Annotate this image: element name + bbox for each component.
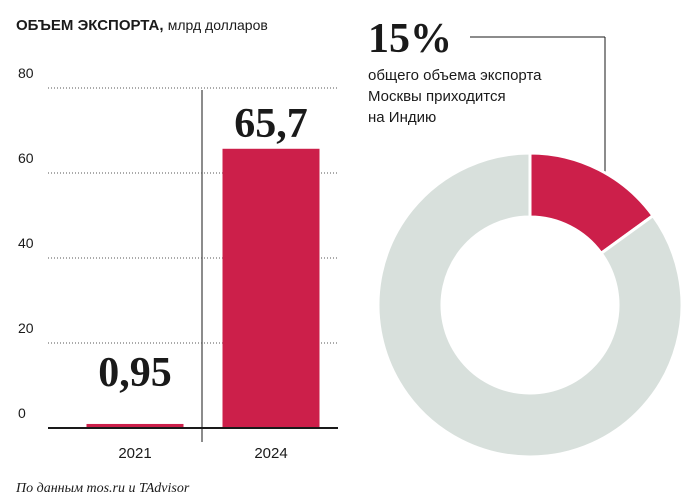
- value-label: 0,95: [98, 350, 172, 396]
- annotation: на Индию: [368, 109, 436, 126]
- annotation: Москвы приходится: [368, 88, 506, 105]
- bar: [86, 423, 184, 428]
- y-tick-label: 0: [18, 405, 26, 421]
- source: По данным mos.ru и TAdvisor: [15, 481, 190, 496]
- y-tick-label: 40: [18, 235, 34, 251]
- x-tick-label: 2021: [118, 445, 151, 462]
- donut-slice: [376, 151, 681, 459]
- annotation: общего объема экспорта: [368, 67, 542, 84]
- chart-title: ОБЪЕМ ЭКСПОРТА, млрд долларов: [16, 17, 268, 34]
- value-label: 15%: [368, 16, 452, 62]
- y-tick-label: 60: [18, 150, 34, 166]
- x-tick-label: 2024: [254, 445, 287, 462]
- subtitle: млрд долларов: [168, 17, 268, 33]
- title: ОБЪЕМ ЭКСПОРТА,: [16, 17, 164, 34]
- y-tick-label: 20: [18, 320, 34, 336]
- y-tick-label: 80: [18, 65, 34, 81]
- bar: [222, 148, 320, 428]
- value-label: 65,7: [234, 101, 308, 147]
